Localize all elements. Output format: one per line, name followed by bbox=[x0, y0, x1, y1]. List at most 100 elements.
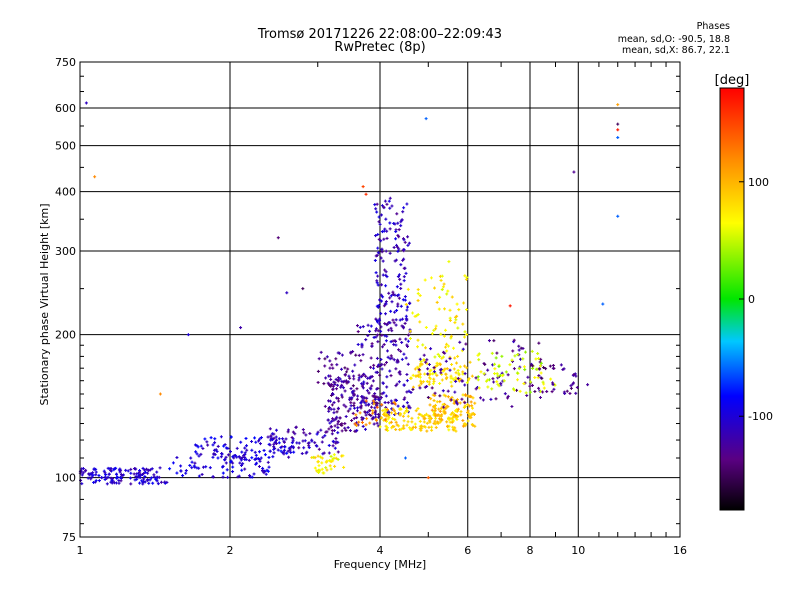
echo-point bbox=[381, 295, 385, 299]
echo-point bbox=[384, 300, 388, 304]
echo-point bbox=[80, 482, 84, 486]
echo-point bbox=[331, 444, 335, 448]
echo-point bbox=[135, 477, 139, 481]
echo-point bbox=[240, 456, 244, 460]
echo-point bbox=[328, 464, 332, 468]
echo-point bbox=[386, 355, 390, 359]
echo-point bbox=[107, 472, 111, 476]
echo-point bbox=[197, 454, 201, 458]
echo-point bbox=[551, 383, 555, 387]
echo-point bbox=[427, 416, 431, 420]
echo-point bbox=[455, 302, 459, 306]
echo-point bbox=[382, 343, 386, 347]
echo-point bbox=[422, 358, 426, 362]
echo-point bbox=[416, 416, 420, 420]
echo-point bbox=[267, 465, 271, 469]
echo-point bbox=[368, 329, 372, 333]
echo-point bbox=[300, 452, 304, 456]
echo-point bbox=[404, 356, 408, 360]
echo-point bbox=[448, 318, 452, 322]
echo-point bbox=[497, 365, 501, 369]
echo-point bbox=[551, 363, 555, 367]
echo-point bbox=[343, 373, 347, 377]
echo-point bbox=[406, 409, 410, 413]
echo-point bbox=[250, 440, 254, 443]
echo-point bbox=[434, 324, 438, 328]
echo-point bbox=[349, 351, 353, 355]
echo-point bbox=[388, 296, 392, 300]
echo-point bbox=[163, 480, 167, 484]
echo-point bbox=[103, 471, 107, 475]
echo-point bbox=[414, 409, 418, 413]
echo-point bbox=[352, 393, 356, 397]
echo-point bbox=[404, 302, 408, 306]
echo-point bbox=[450, 384, 454, 388]
echo-point bbox=[510, 358, 514, 362]
echo-point bbox=[388, 221, 392, 225]
echo-point bbox=[422, 417, 426, 421]
echo-point bbox=[534, 367, 538, 371]
echo-point bbox=[394, 318, 398, 322]
echo-point bbox=[115, 475, 119, 479]
echo-point bbox=[378, 397, 382, 401]
echo-point bbox=[124, 468, 128, 472]
echo-point bbox=[340, 383, 344, 387]
echo-point bbox=[445, 342, 449, 346]
echo-point bbox=[325, 459, 329, 463]
echo-point bbox=[435, 361, 439, 365]
echo-point bbox=[390, 329, 394, 333]
echo-point bbox=[138, 470, 142, 474]
echo-point bbox=[307, 441, 311, 445]
echo-point bbox=[315, 444, 319, 448]
echo-point bbox=[601, 302, 605, 306]
echo-point bbox=[334, 377, 338, 381]
echo-point bbox=[510, 405, 514, 409]
echo-point bbox=[384, 339, 388, 343]
echo-point bbox=[292, 450, 296, 454]
echo-point bbox=[325, 355, 329, 359]
echo-point bbox=[511, 387, 515, 391]
echo-point bbox=[402, 275, 406, 279]
echo-point bbox=[380, 299, 384, 303]
echo-point bbox=[486, 368, 490, 372]
echo-point bbox=[442, 368, 446, 372]
echo-point bbox=[189, 456, 193, 460]
echo-point bbox=[376, 340, 380, 344]
echo-point bbox=[408, 426, 412, 430]
echo-point bbox=[395, 212, 399, 216]
echo-point bbox=[369, 414, 373, 418]
echo-point bbox=[523, 368, 527, 372]
echo-point bbox=[455, 418, 459, 422]
echo-point bbox=[367, 409, 371, 413]
echo-point bbox=[378, 319, 382, 323]
echo-point bbox=[418, 372, 422, 376]
echo-point bbox=[381, 345, 385, 349]
echo-point bbox=[440, 274, 444, 278]
echo-point bbox=[454, 379, 458, 383]
echo-point bbox=[332, 401, 336, 405]
echo-point bbox=[391, 318, 395, 322]
echo-point bbox=[229, 460, 233, 464]
echo-point bbox=[441, 355, 445, 359]
echo-point bbox=[396, 275, 400, 279]
y-tick-label: 500 bbox=[55, 140, 76, 153]
echo-point bbox=[445, 292, 449, 296]
echo-point bbox=[293, 432, 297, 436]
echo-point bbox=[440, 372, 444, 376]
echo-point bbox=[276, 448, 280, 452]
echo-point bbox=[404, 314, 408, 318]
echo-point bbox=[302, 446, 306, 450]
echo-point bbox=[465, 275, 469, 279]
echo-point bbox=[383, 227, 387, 231]
echo-point bbox=[410, 416, 414, 420]
echo-point bbox=[155, 470, 159, 474]
echo-point bbox=[188, 463, 192, 467]
echo-point bbox=[394, 428, 398, 432]
echo-point bbox=[331, 384, 335, 388]
y-tick-label: 75 bbox=[62, 531, 76, 544]
echo-point bbox=[354, 423, 358, 427]
echo-point bbox=[149, 476, 153, 480]
echo-point bbox=[360, 375, 364, 379]
echo-point bbox=[429, 276, 433, 280]
echo-point bbox=[462, 422, 466, 426]
